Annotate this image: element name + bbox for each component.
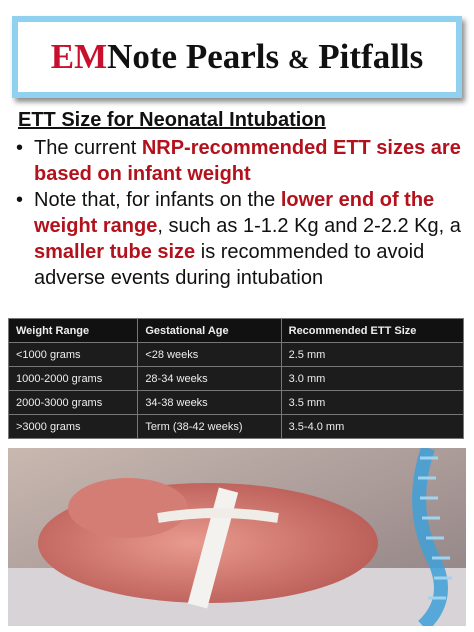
table-cell: 3.5 mm: [280, 390, 465, 415]
highlight-text: lower end of the weight range: [34, 189, 435, 237]
table-row: >3000 grams Term (38-42 weeks) 3.5-4.0 mm: [7, 414, 465, 439]
title-banner: EMNote Pearls & Pitfalls: [12, 16, 462, 98]
column-header: Recommended ETT Size: [280, 318, 465, 343]
table-cell: 2.5 mm: [280, 342, 465, 367]
bullet-list: The current NRP-recommended ETT sizes ar…: [14, 135, 462, 291]
section-heading: ETT Size for Neonatal Intubation: [18, 109, 326, 131]
table-cell: >3000 grams: [7, 414, 139, 439]
bullet-text: is recommended to avoid adverse events d…: [34, 241, 425, 289]
table-cell: 3.0 mm: [280, 366, 465, 391]
table-row: 1000-2000 grams 28-34 weeks 3.0 mm: [7, 366, 465, 391]
table-cell: 2000-3000 grams: [7, 390, 139, 415]
bullet: The current NRP-recommended ETT sizes ar…: [14, 135, 462, 187]
title-part: &: [287, 45, 310, 74]
bullet: Note that, for infants on the lower end …: [14, 187, 462, 291]
table-cell: 34-38 weeks: [137, 390, 282, 415]
table-cell: Term (38-42 weeks): [137, 414, 282, 439]
table-cell: 1000-2000 grams: [7, 366, 139, 391]
column-header: Weight Range: [7, 318, 139, 343]
title-part: Note Pearls: [107, 37, 288, 76]
title-part: EM: [50, 37, 108, 76]
table-row: <1000 grams <28 weeks 2.5 mm: [7, 342, 465, 367]
bullet-text: , such as 1-1.2 Kg and 2-2.2 Kg, a: [157, 215, 461, 237]
table-cell: <28 weeks: [137, 342, 282, 367]
highlight-text: NRP-recommended ETT sizes are based on i…: [34, 137, 461, 185]
header-row: Weight Range Gestational Age Recommended E…: [7, 318, 465, 343]
table-cell: 3.5-4.0 mm: [280, 414, 465, 439]
column-header: Gestational Age: [137, 318, 282, 343]
table-row: 2000-3000 grams 34-38 weeks 3.5 mm: [7, 390, 465, 415]
title-part: Pitfalls: [309, 37, 424, 76]
neonate-photo: [8, 448, 466, 626]
highlight-text: smaller tube size: [34, 241, 196, 263]
table-cell: <1000 grams: [7, 342, 139, 367]
bullet-text: Note that, for infants on the: [34, 189, 281, 211]
bullet-text: The current: [34, 137, 142, 159]
ett-table: Weight Range Gestational Age Recommended E…: [7, 318, 465, 439]
table-cell: 28-34 weeks: [137, 366, 282, 391]
title: EMNote Pearls & Pitfalls: [51, 37, 424, 77]
